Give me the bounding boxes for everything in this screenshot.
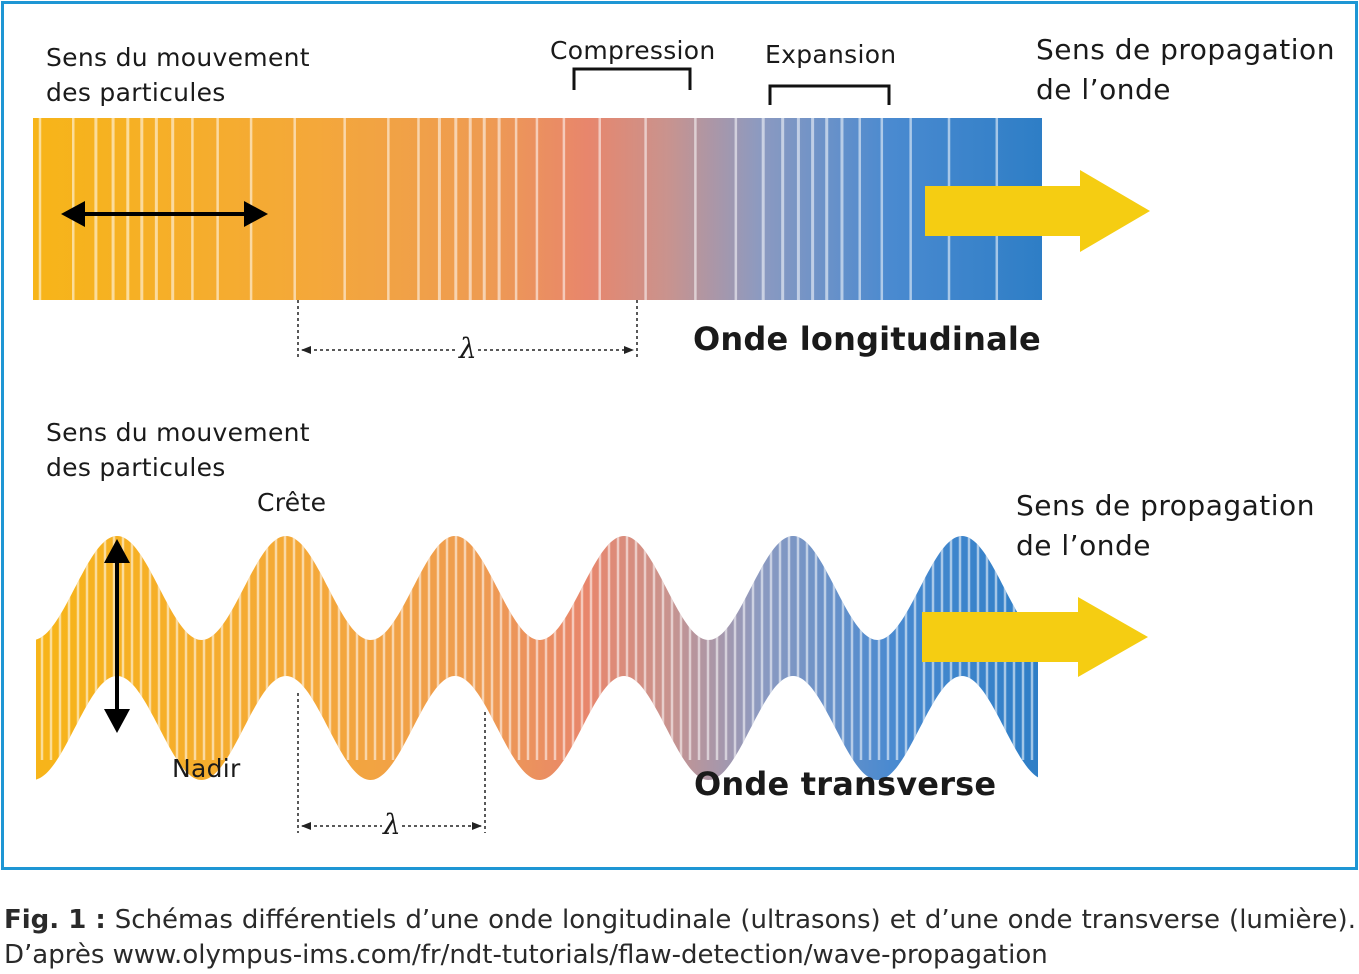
- longitudinal-propagation-label: Sens de propagation de l’onde: [1036, 30, 1335, 110]
- label-line: de l’onde: [1036, 73, 1171, 106]
- label-line: Sens du mouvement: [46, 43, 310, 72]
- caption-word: Schémas: [114, 905, 233, 935]
- label-line: des particules: [46, 453, 226, 482]
- caption-word: (lumière).: [1229, 905, 1356, 935]
- label-line: Sens du mouvement: [46, 418, 310, 447]
- caption-word: longitudinale: [561, 905, 732, 935]
- double-headed-arrow-icon: [104, 539, 130, 733]
- label-line: des particules: [46, 78, 226, 107]
- right-arrow-icon: [925, 170, 1150, 252]
- caption-line-1: Fig. 1 : Schémas différentiels d’une onde lo…: [4, 903, 1356, 938]
- expansion-bracket: [768, 84, 891, 105]
- transverse-particle-motion-label: Sens du mouvement des particules: [46, 415, 310, 485]
- diagram-frame: [1, 1, 1358, 870]
- trough-label: Nadir: [172, 754, 241, 783]
- label-line: de l’onde: [1016, 529, 1151, 562]
- double-headed-arrow-icon: [61, 201, 268, 227]
- transverse-wave: [36, 536, 1038, 780]
- transverse-wavelength-marker: [297, 693, 486, 833]
- caption-word: d’une: [405, 905, 480, 935]
- label-line: Sens de propagation: [1016, 489, 1315, 522]
- caption-word: transverse: [1081, 905, 1221, 935]
- transverse-wave-title: Onde transverse: [694, 765, 997, 803]
- label-line: Sens de propagation: [1036, 33, 1335, 66]
- compression-label: Compression: [550, 36, 716, 65]
- caption-word: et: [889, 905, 916, 935]
- crest-label: Crête: [257, 488, 327, 517]
- caption-word: onde: [1007, 905, 1073, 935]
- caption-label: Fig. 1 :: [4, 905, 106, 935]
- caption-word: d’une: [924, 905, 999, 935]
- caption-word: onde: [488, 905, 553, 935]
- figure-caption: Fig. 1 : Schémas différentiels d’une onde lo…: [4, 903, 1356, 973]
- caption-source: D’après www.olympus-ims.com/fr/ndt-tutor…: [4, 940, 1048, 970]
- transverse-propagation-label: Sens de propagation de l’onde: [1016, 486, 1315, 566]
- caption-word: (ultrasons): [740, 905, 881, 935]
- compression-bracket: [572, 67, 692, 90]
- longitudinal-particle-lines: [38, 118, 999, 300]
- longitudinal-wave: [33, 118, 1042, 300]
- longitudinal-wave-title: Onde longitudinale: [693, 320, 1041, 358]
- right-arrow-icon: [922, 597, 1148, 677]
- longitudinal-particle-motion-label: Sens du mouvement des particules: [46, 40, 310, 110]
- expansion-label: Expansion: [765, 40, 897, 69]
- longitudinal-wavelength-marker: [297, 300, 638, 358]
- longitudinal-wavelength-symbol: λ: [459, 332, 477, 365]
- caption-word: différentiels: [241, 905, 397, 935]
- transverse-wavelength-symbol: λ: [383, 808, 401, 841]
